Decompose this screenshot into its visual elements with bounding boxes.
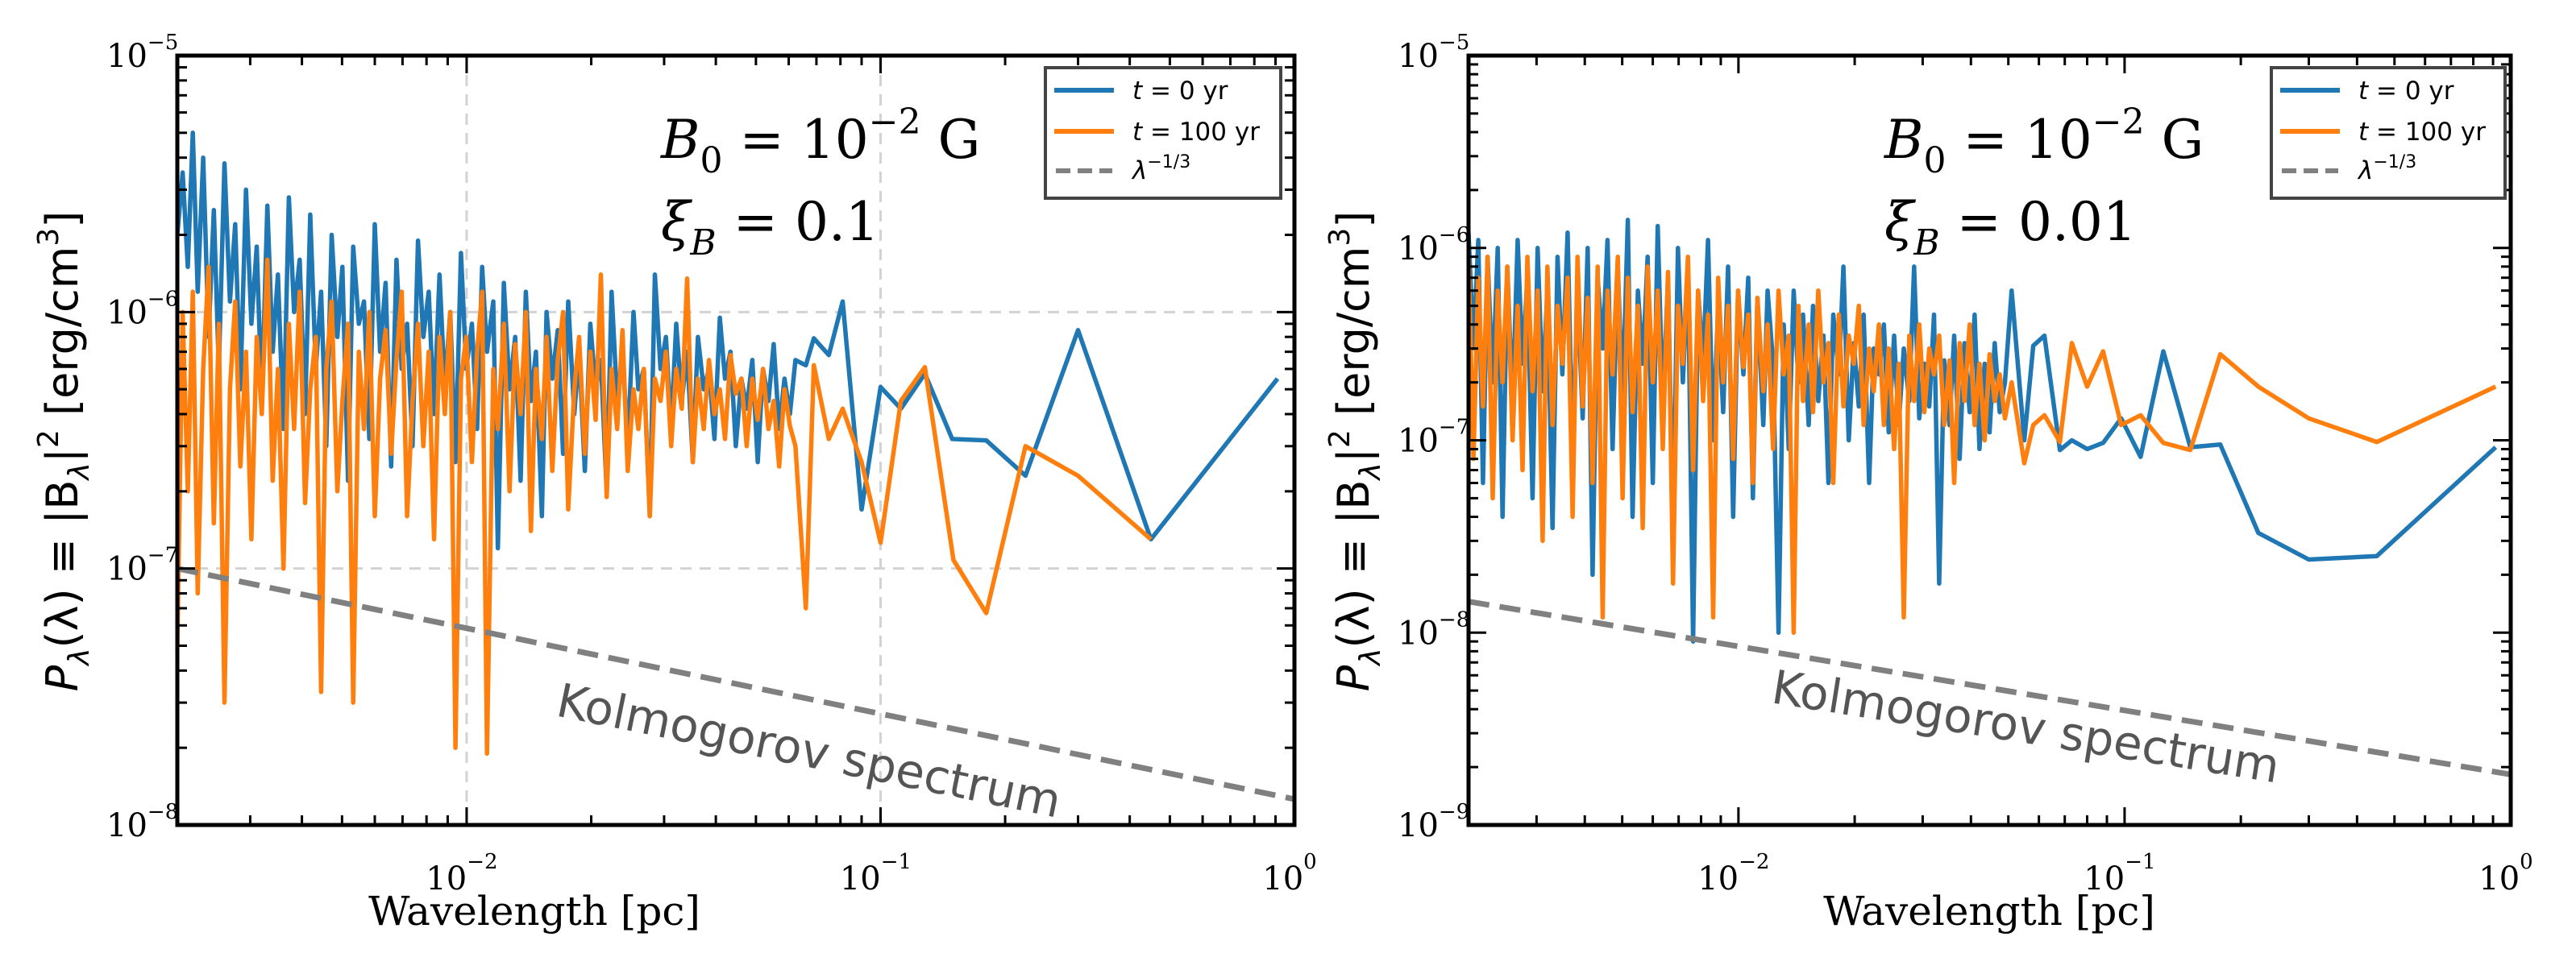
panel-left: 10−2 10−1 100 10−8 10−7 10−6 10−5 Wavelength […	[32, 31, 1317, 935]
annotation-xi: ξB = 0.01	[1884, 191, 2137, 263]
legend-label-t100: t = 100 yr	[1132, 118, 1260, 147]
series-line-t100	[177, 257, 1153, 757]
annotation-b0: B0 = 10−2 G	[1884, 102, 2204, 181]
y-label-mid: (λ) ≡ |B	[37, 480, 88, 649]
y-tick-label: 10−6	[1398, 223, 1469, 267]
grid-lines	[177, 56, 1294, 825]
legend: t = 0 yr t = 100 yr λ−1/3	[2270, 66, 2507, 200]
legend-label-t100: t = 100 yr	[2358, 118, 2486, 147]
annotation-b0: B0 = 10−2 G	[660, 102, 980, 181]
y-tick-label: 10−5	[106, 31, 178, 75]
y-tick-label: 10−7	[106, 544, 178, 588]
y-label-end: ]	[1328, 211, 1379, 228]
y-label-p: P	[1328, 665, 1379, 691]
y-label-bar: |	[1328, 448, 1379, 462]
y-label-bar: |	[37, 448, 88, 462]
y-label-sq: 2	[1323, 429, 1357, 448]
axes-box	[175, 53, 1297, 827]
panel-right: 10−2 10−1 100 10−9 10−8 10−7 10−6 10−5 Waveleng…	[1323, 31, 2533, 935]
x-tick-label: 10−2	[1697, 850, 1769, 897]
series-line-t100	[1469, 254, 2497, 636]
axes-frame	[175, 53, 1297, 827]
x-tick-label: 100	[2478, 850, 2532, 897]
annotation-xi: ξB = 0.1	[661, 191, 879, 263]
legend-label-kolmogorov: λ−1/3	[2357, 152, 2416, 185]
ticks	[176, 54, 1296, 827]
y-axis-label: Pλ(λ) ≡ |Bλ|2 [erg/cm3]	[32, 211, 96, 692]
y-label-unit: [erg/cm	[1328, 247, 1379, 429]
y-label-mid: (λ) ≡ |B	[1328, 480, 1379, 649]
legend: t = 0 yr t = 100 yr λ−1/3	[1044, 66, 1282, 200]
y-label-sub: λ	[1354, 648, 1387, 666]
y-label-sub2: λ	[1354, 462, 1387, 481]
x-axis-label: Wavelength [pc]	[1823, 888, 2155, 935]
y-label-cube: 3	[32, 228, 65, 247]
series-line-kolmogorov	[1469, 599, 2511, 777]
x-tick-label: 10−2	[426, 850, 497, 897]
y-tick-label: 10−7	[1398, 416, 1469, 460]
y-tick-label: 10−9	[1398, 800, 1469, 844]
x-tick-label: 100	[1262, 850, 1316, 897]
y-axis-label: Pλ(λ) ≡ |Bλ|2 [erg/cm3]	[1323, 211, 1387, 692]
series-layer	[177, 131, 1294, 802]
ticks	[1467, 54, 2512, 827]
y-tick-label: 10−6	[106, 287, 178, 331]
y-tick-label: 10−5	[1398, 31, 1469, 75]
series-layer	[1469, 218, 2511, 777]
x-tick-label: 10−1	[840, 850, 912, 897]
y-tick-label: 10−8	[106, 800, 178, 844]
y-label-sub: λ	[63, 648, 96, 666]
legend-label-kolmogorov: λ−1/3	[1131, 152, 1190, 185]
y-label-sq: 2	[32, 429, 65, 448]
tick-labels: 10−2 10−1 100 10−9 10−8 10−7 10−6 10−5	[1398, 31, 2533, 897]
y-label-sub2: λ	[63, 462, 96, 481]
x-tick-label: 10−1	[2084, 850, 2155, 897]
legend-label-t0: t = 0 yr	[2358, 77, 2454, 106]
kolmogorov-label: Kolmogorov spectrum	[1768, 660, 2283, 794]
y-label-p: P	[37, 665, 88, 691]
y-tick-label: 10−8	[1398, 607, 1469, 652]
y-label-unit: [erg/cm	[37, 247, 88, 429]
y-label-cube: 3	[1323, 228, 1357, 247]
tick-labels: 10−2 10−1 100 10−8 10−7 10−6 10−5	[106, 31, 1317, 897]
svg-text:Pλ(λ) ≡ |Bλ|2 [erg/cm3]: Pλ(λ) ≡ |Bλ|2 [erg/cm3]	[1323, 211, 1387, 692]
series-line-kolmogorov	[177, 566, 1294, 802]
svg-text:Pλ(λ) ≡ |Bλ|2 [erg/cm3]: Pλ(λ) ≡ |Bλ|2 [erg/cm3]	[32, 211, 96, 692]
x-axis-label: Wavelength [pc]	[368, 888, 700, 935]
legend-label-t0: t = 0 yr	[1132, 77, 1228, 106]
y-label-end: ]	[37, 211, 88, 228]
